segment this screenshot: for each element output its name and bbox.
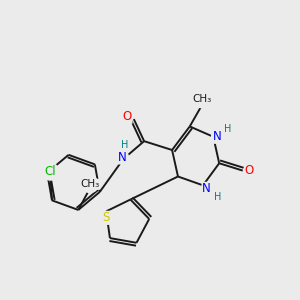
Text: N: N [212, 130, 221, 143]
Circle shape [82, 176, 98, 193]
Text: S: S [103, 211, 110, 224]
Circle shape [193, 91, 210, 108]
Text: O: O [244, 164, 254, 177]
Text: Cl: Cl [45, 165, 56, 178]
Circle shape [122, 111, 133, 122]
Text: H: H [224, 124, 232, 134]
Circle shape [100, 212, 112, 224]
Circle shape [244, 165, 254, 176]
Text: CH₃: CH₃ [80, 179, 100, 189]
Circle shape [212, 131, 222, 142]
Circle shape [201, 184, 212, 194]
Text: N: N [118, 151, 126, 164]
Circle shape [116, 151, 128, 164]
Text: H: H [214, 192, 221, 202]
Text: O: O [123, 110, 132, 123]
Text: N: N [202, 182, 211, 195]
Text: CH₃: CH₃ [192, 94, 211, 104]
Circle shape [42, 164, 59, 180]
Text: H: H [121, 140, 129, 150]
